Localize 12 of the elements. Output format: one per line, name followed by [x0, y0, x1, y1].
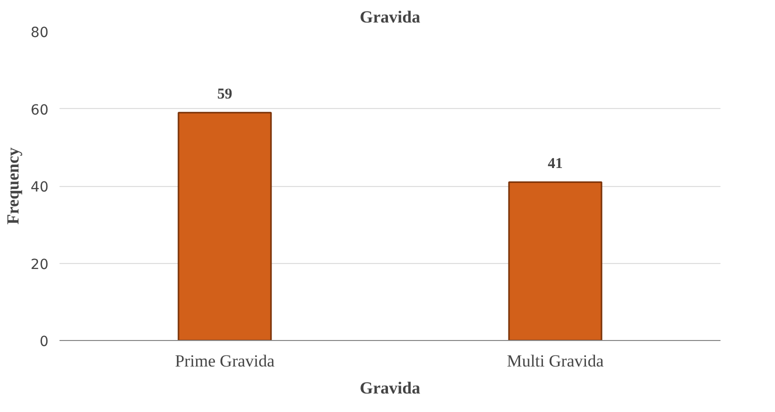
data-label: 59	[217, 86, 232, 103]
chart-title: Gravida	[360, 8, 421, 26]
y-tick-label: 80	[30, 25, 49, 41]
data-label: 41	[548, 156, 563, 172]
x-tick-label: Multi Gravida	[506, 352, 604, 370]
y-axis-title: Frequency	[4, 146, 23, 225]
y-tick-label: 40	[30, 180, 49, 196]
x-tick-label: Prime Gravida	[174, 352, 276, 370]
y-tick-label: 20	[30, 256, 49, 273]
x-axis-title: Gravida	[360, 378, 421, 398]
y-tick-label: 0	[40, 334, 49, 350]
y-tick-label: 60	[30, 102, 49, 118]
